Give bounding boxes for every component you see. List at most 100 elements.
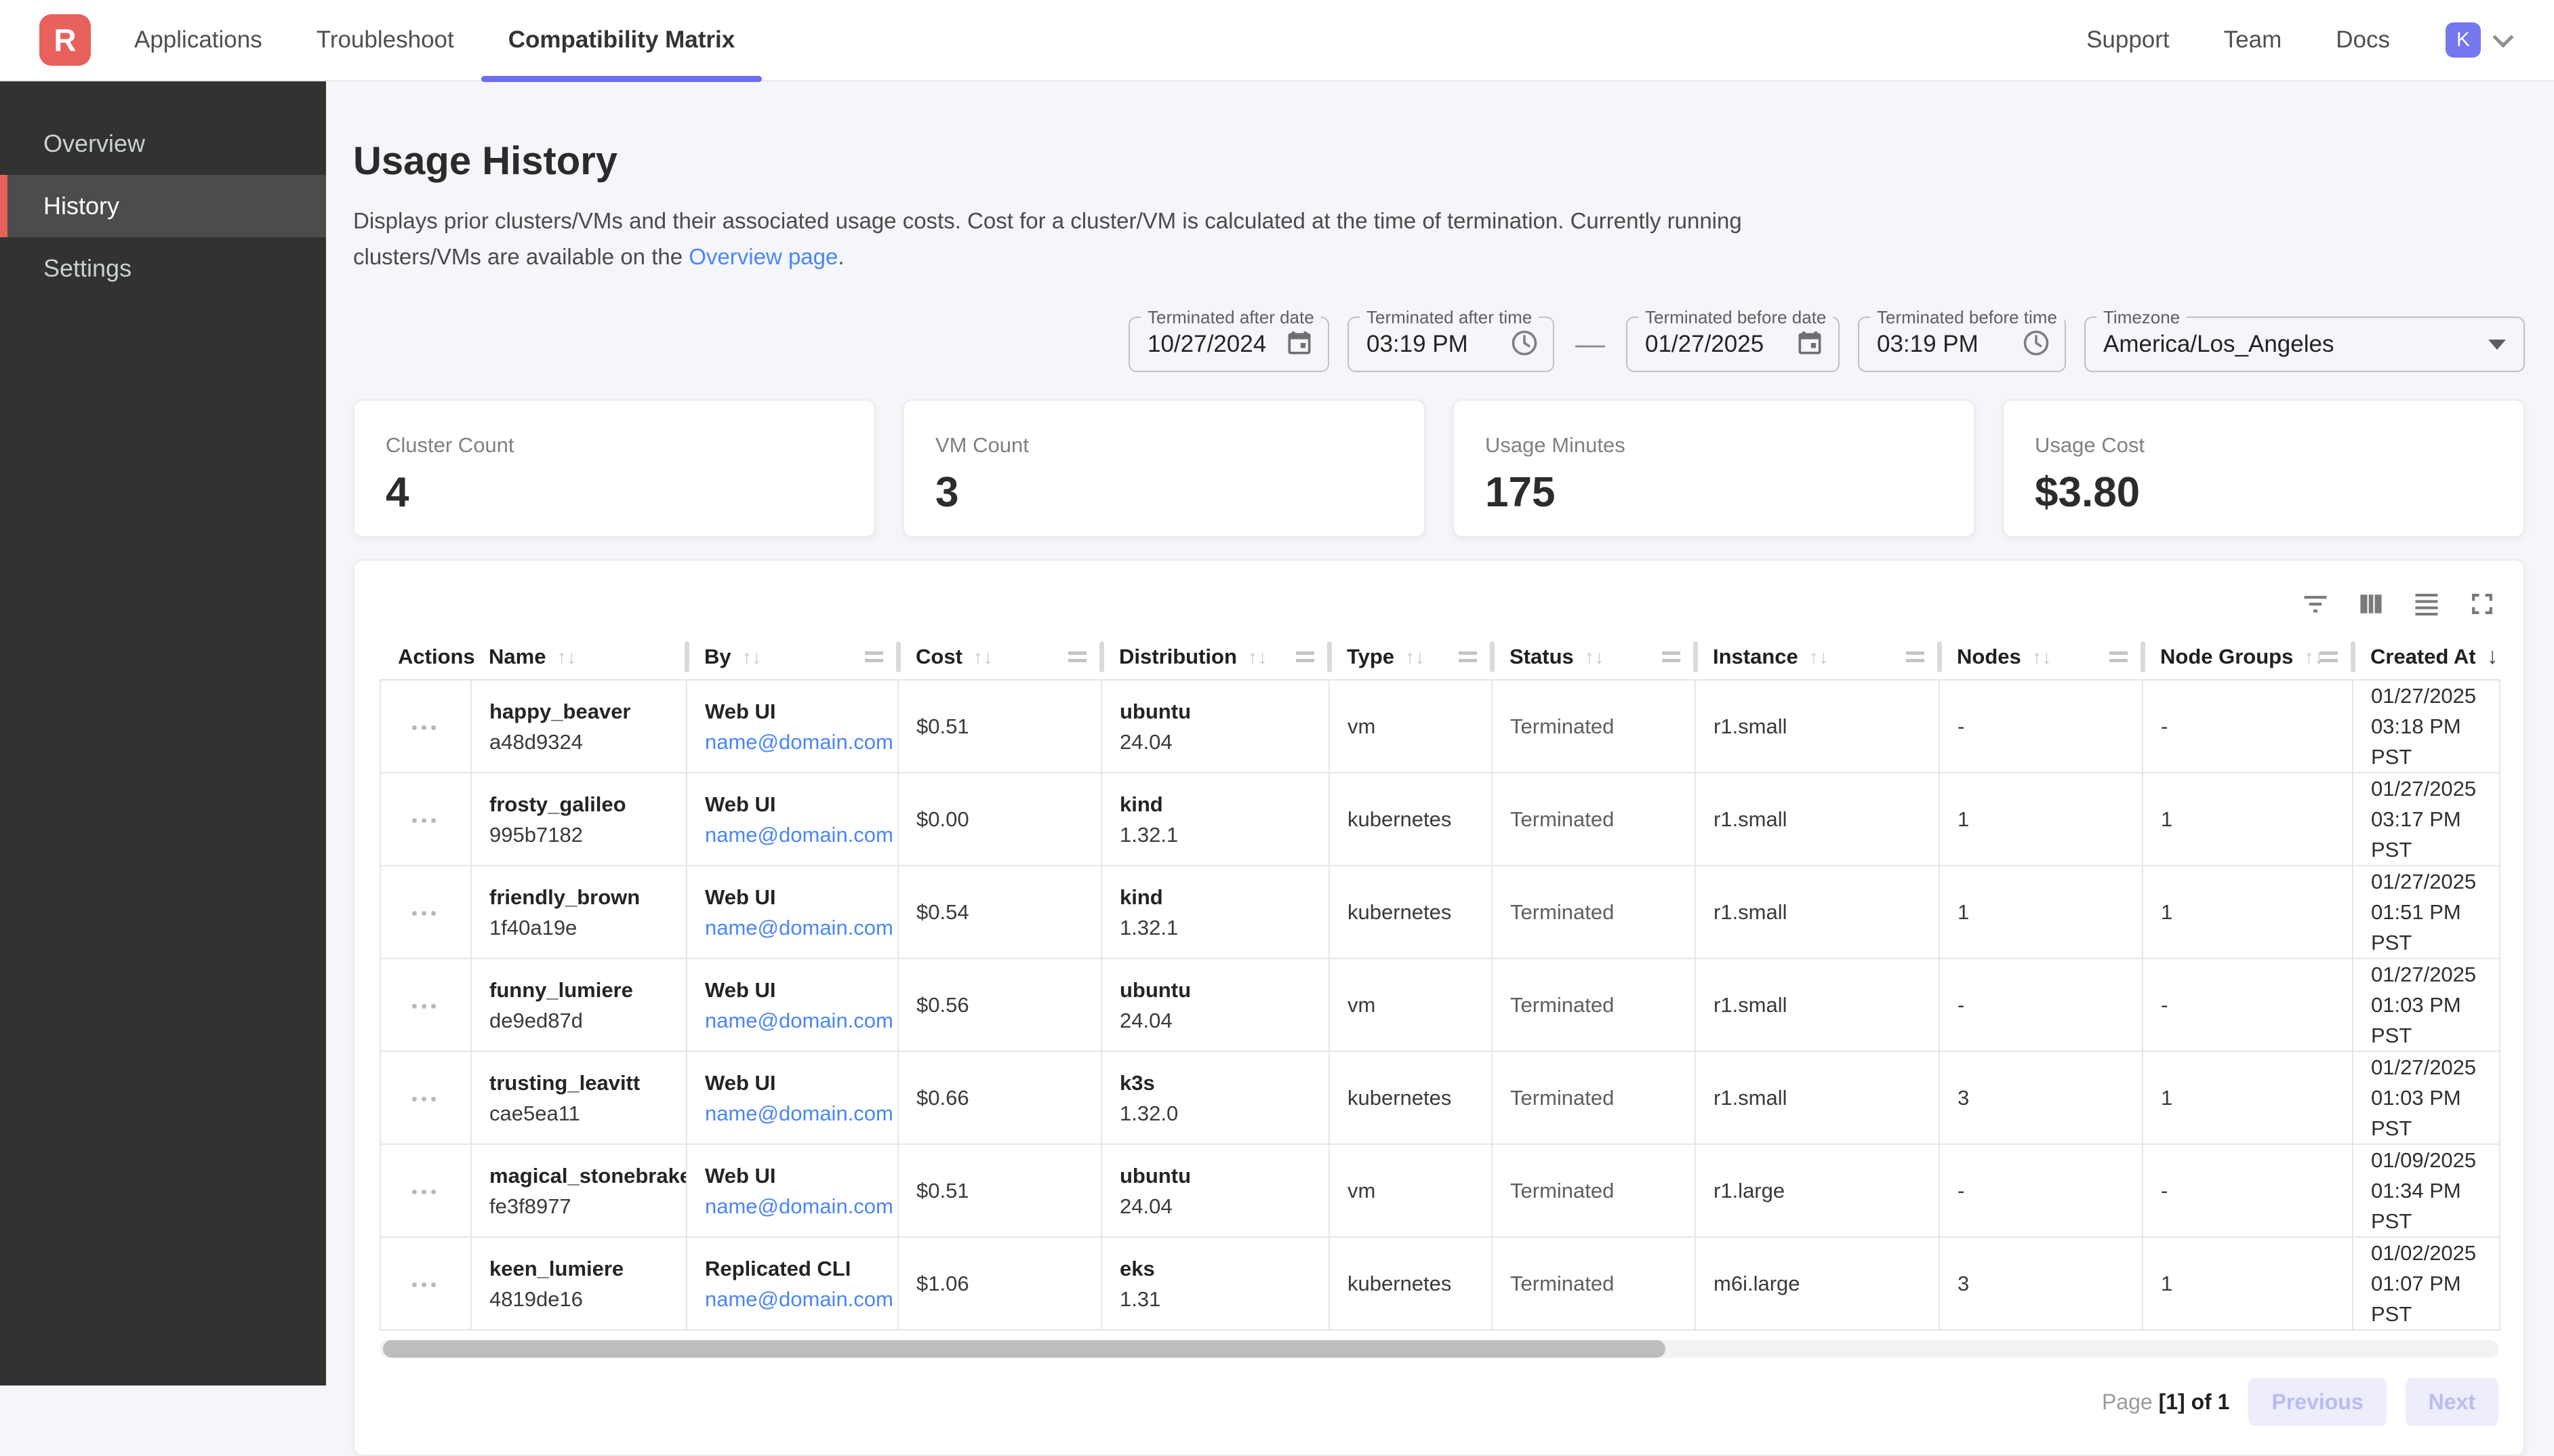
email-link[interactable]: name@domain.com [705, 822, 893, 847]
cell-instance: r1.large [1695, 1144, 1940, 1237]
cell-node-groups: - [2143, 1144, 2353, 1237]
column-menu-icon[interactable] [1296, 651, 1314, 662]
column-menu-icon[interactable] [1459, 651, 1477, 662]
email-link[interactable]: name@domain.com [705, 915, 893, 939]
row-actions-button[interactable]: ••• [411, 902, 441, 923]
terminated-after-date-field[interactable]: Terminated after date 10/27/2024 [1129, 307, 1329, 372]
caret-down-icon[interactable] [2488, 339, 2506, 350]
replicated-logo[interactable]: R [39, 14, 91, 66]
column-header-status[interactable]: Status ↑↓ [1492, 634, 1698, 681]
top-navigation-bar: R Applications Troubleshoot Compatibility … [0, 0, 2554, 82]
column-menu-icon[interactable] [2109, 651, 2128, 662]
created-at: 01/27/2025 03:17 PM PST [2371, 774, 2498, 865]
cell-status: Terminated [1492, 679, 1696, 773]
page-indicator: Page [1] of 1 [2102, 1390, 2230, 1415]
distro-name: kind [1120, 792, 1163, 816]
overview-page-link[interactable]: Overview page [689, 244, 838, 269]
created-date: 01/27/2025 [2371, 963, 2477, 986]
clock-icon[interactable] [2021, 328, 2051, 361]
email-link[interactable]: name@domain.com [705, 1008, 893, 1032]
cell-by: Web UI name@domain.com [687, 679, 899, 773]
cluster-id: fe3f8977 [489, 1194, 571, 1218]
by-source: Web UI [705, 699, 776, 723]
column-menu-icon[interactable] [865, 651, 883, 662]
calendar-icon[interactable] [1795, 328, 1825, 361]
column-label: By [704, 644, 731, 668]
sidebar-item-settings[interactable]: Settings [43, 254, 132, 282]
nav-tab-troubleshoot[interactable]: Troubleshoot [316, 26, 454, 53]
created-at: 01/27/2025 01:03 PM PST [2371, 1053, 2498, 1144]
cell-cost: $0.56 [898, 958, 1102, 1051]
cluster-name: magical_stonebraker [489, 1163, 687, 1188]
calendar-icon[interactable] [1284, 328, 1314, 361]
column-header-distribution[interactable]: Distribution ↑↓ [1101, 634, 1332, 681]
chevron-down-icon[interactable] [2492, 26, 2514, 48]
terminated-before-date-field[interactable]: Terminated before date 01/27/2025 [1626, 307, 1840, 372]
distro-name: kind [1120, 885, 1163, 909]
user-avatar[interactable]: K [2446, 22, 2481, 58]
terminated-before-time-field[interactable]: Terminated before time 03:19 PM [1858, 307, 2066, 372]
cell-instance: r1.small [1695, 772, 1940, 866]
email-link[interactable]: name@domain.com [705, 1287, 893, 1311]
fullscreen-icon[interactable] [2467, 589, 2497, 619]
cell-status: Terminated [1492, 1236, 1696, 1331]
distro-version: 1.32.1 [1120, 822, 1179, 847]
table-row: ••• friendly_brown 1f40a19e Web UI name@doma… [380, 865, 2500, 958]
sidebar-item-overview[interactable]: Overview [43, 129, 146, 157]
column-menu-icon[interactable] [1068, 651, 1087, 662]
cell-nodes: 1 [1939, 772, 2143, 866]
column-header-by[interactable]: By ↑↓ [687, 634, 901, 681]
row-actions-button[interactable]: ••• [411, 995, 441, 1016]
created-at: 01/27/2025 01:03 PM PST [2371, 960, 2498, 1051]
cell-nodes: 3 [1939, 1236, 2143, 1331]
row-actions-button[interactable]: ••• [411, 809, 441, 830]
email-link[interactable]: name@domain.com [705, 1194, 893, 1218]
nav-link-team[interactable]: Team [2223, 26, 2282, 53]
nav-tab-applications[interactable]: Applications [134, 26, 262, 53]
density-icon[interactable] [2412, 589, 2441, 619]
stat-value: 3 [935, 469, 959, 516]
nav-tab-compatibility-matrix[interactable]: Compatibility Matrix [481, 0, 763, 82]
clock-icon[interactable] [1509, 328, 1539, 361]
cell-status: Terminated [1492, 1144, 1696, 1237]
column-header-type[interactable]: Type ↑↓ [1329, 634, 1495, 681]
column-menu-icon[interactable] [1662, 651, 1680, 662]
sort-updown-icon: ↑↓ [556, 646, 577, 668]
column-header-nodes[interactable]: Nodes ↑↓ [1939, 634, 2145, 681]
row-actions-button[interactable]: ••• [411, 1181, 441, 1202]
column-header-created-at[interactable]: Created At ↓ [2353, 634, 2500, 681]
column-menu-icon[interactable] [1906, 651, 1924, 662]
row-actions-button[interactable]: ••• [411, 1088, 441, 1109]
horizontal-scrollbar-thumb[interactable] [383, 1340, 1665, 1358]
row-actions-button[interactable]: ••• [411, 1274, 441, 1295]
status-badge: Terminated [1510, 992, 1615, 1017]
column-header-cost[interactable]: Cost ↑↓ [898, 634, 1104, 681]
terminated-before-date-label: Terminated before date [1638, 307, 1833, 328]
column-header-name[interactable]: Name ↑↓ [471, 634, 689, 681]
cell-instance: r1.small [1695, 679, 1940, 773]
row-actions-button[interactable]: ••• [411, 716, 441, 737]
terminated-after-time-field[interactable]: Terminated after time 03:19 PM [1347, 307, 1554, 372]
nav-link-docs[interactable]: Docs [2336, 26, 2390, 53]
email-link[interactable]: name@domain.com [705, 729, 893, 754]
stat-value: 175 [1485, 469, 1556, 516]
created-time: 03:18 PM PST [2371, 714, 2461, 769]
column-label: Created At [2370, 645, 2476, 668]
sidebar-item-history[interactable]: History [0, 175, 326, 237]
horizontal-scrollbar-track[interactable] [380, 1340, 2499, 1358]
created-date: 01/02/2025 [2371, 1241, 2477, 1265]
timezone-select[interactable]: Timezone America/Los_Angeles [2084, 307, 2525, 372]
email-link[interactable]: name@domain.com [705, 1101, 893, 1125]
column-header-node-groups[interactable]: Node Groups ↑↓ [2143, 634, 2355, 681]
by-source: Web UI [705, 1070, 776, 1095]
nav-link-support[interactable]: Support [2086, 26, 2170, 53]
columns-icon[interactable] [2356, 589, 2386, 619]
column-header-instance[interactable]: Instance ↑↓ [1695, 634, 1942, 681]
created-date: 01/27/2025 [2371, 684, 2477, 708]
name-and-id: trusting_leavitt cae5ea11 [489, 1068, 685, 1129]
timezone-value: America/Los_Angeles [2103, 331, 2334, 357]
cell-created-at: 01/27/2025 03:18 PM PST [2353, 679, 2500, 773]
column-menu-icon[interactable] [2319, 651, 2338, 662]
filter-icon[interactable] [2300, 589, 2330, 619]
name-and-id: frosty_galileo 995b7182 [489, 789, 685, 850]
